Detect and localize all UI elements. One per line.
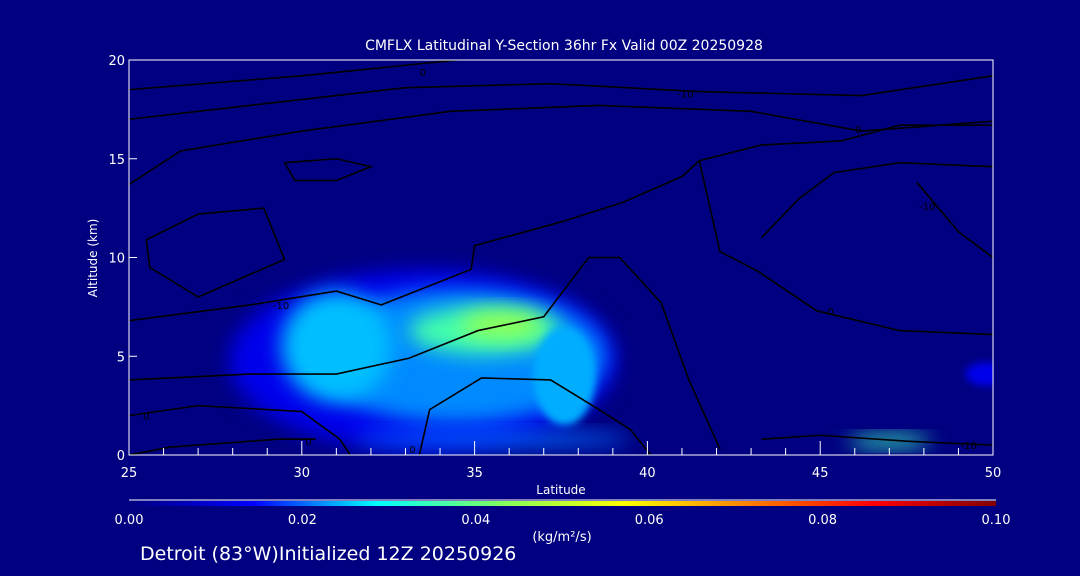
contour-line-8 (129, 438, 316, 455)
contour-line-6 (129, 256, 721, 450)
colorbar-ticks: 0.00 0.02 0.04 0.06 0.08 0.10 (115, 513, 1011, 528)
contour-line-2 (129, 104, 993, 186)
contour-line-11 (760, 161, 993, 239)
contour-line-4 (283, 157, 374, 182)
contour-line-0 (129, 60, 458, 91)
contour-label-7: 0 (143, 412, 149, 423)
contour-line-12 (916, 181, 993, 259)
colorbar (129, 501, 996, 506)
x-axis-label: Latitude (536, 483, 585, 497)
colorbar-tick-label-4: 0.08 (808, 513, 837, 528)
flux-blob-8 (965, 362, 993, 386)
y-tick-label-0: 0 (117, 449, 125, 464)
x-tick-label-5: 50 (985, 466, 1002, 481)
contour-line-7 (129, 404, 351, 455)
flux-blob-5 (533, 326, 596, 426)
contour-label-5: -10 (273, 301, 289, 312)
colorbar-label: (kg/m²/s) (532, 530, 591, 545)
contour-lines: 0 -10 0 -10 0 0 0 0 -10 -10 (129, 60, 993, 456)
chart-title: CMFLX Latitudinal Y-Section 36hr Fx Vali… (365, 38, 763, 54)
flux-blob-4 (460, 310, 544, 339)
contour-line-9 (418, 377, 652, 455)
contour-label-10: 0 (827, 307, 833, 318)
colorbar-tick-label-2: 0.04 (461, 513, 490, 528)
y-axis-label: Altitude (km) (86, 219, 100, 298)
contour-line-5 (129, 124, 993, 322)
x-tick-label-4: 45 (812, 466, 829, 481)
y-tick-label-4: 20 (108, 54, 125, 69)
axes: 25 30 35 40 45 50 0 5 10 15 20 (108, 54, 1001, 481)
contour-label-0: 0 (420, 68, 426, 79)
contour-label-2: 0 (855, 125, 861, 136)
x-tick-label-2: 35 (466, 466, 483, 481)
contour-label-9: 0 (409, 445, 415, 456)
contour-line-13 (761, 434, 993, 446)
colorbar-tick-label-1: 0.02 (288, 513, 317, 528)
contour-label-13: -10 (961, 441, 977, 452)
colorbar-tick-label-5: 0.10 (982, 513, 1011, 528)
colorbar-tick-label-0: 0.00 (115, 513, 144, 528)
contour-line-1 (129, 75, 993, 121)
y-tick-label-3: 15 (108, 153, 125, 168)
x-tick-label-1: 30 (294, 466, 311, 481)
colorbar-tick-label-3: 0.06 (635, 513, 664, 528)
y-tick-label-2: 10 (108, 252, 125, 267)
flux-blob-6 (353, 431, 631, 448)
flux-blob-2 (281, 291, 392, 402)
y-tick-label-1: 5 (117, 350, 125, 365)
footer-location: Detroit (83°W)Initialized 12Z 20250926 (140, 543, 516, 565)
contour-line-3 (145, 207, 286, 298)
flux-field (229, 269, 993, 452)
contour-label-1: -10 (677, 90, 693, 101)
contour-line-10 (698, 160, 993, 336)
contour-label-12: -10 (919, 202, 935, 213)
x-tick-label-3: 40 (639, 466, 656, 481)
contour-label-8: 0 (306, 437, 312, 448)
x-tick-label-0: 25 (121, 466, 138, 481)
